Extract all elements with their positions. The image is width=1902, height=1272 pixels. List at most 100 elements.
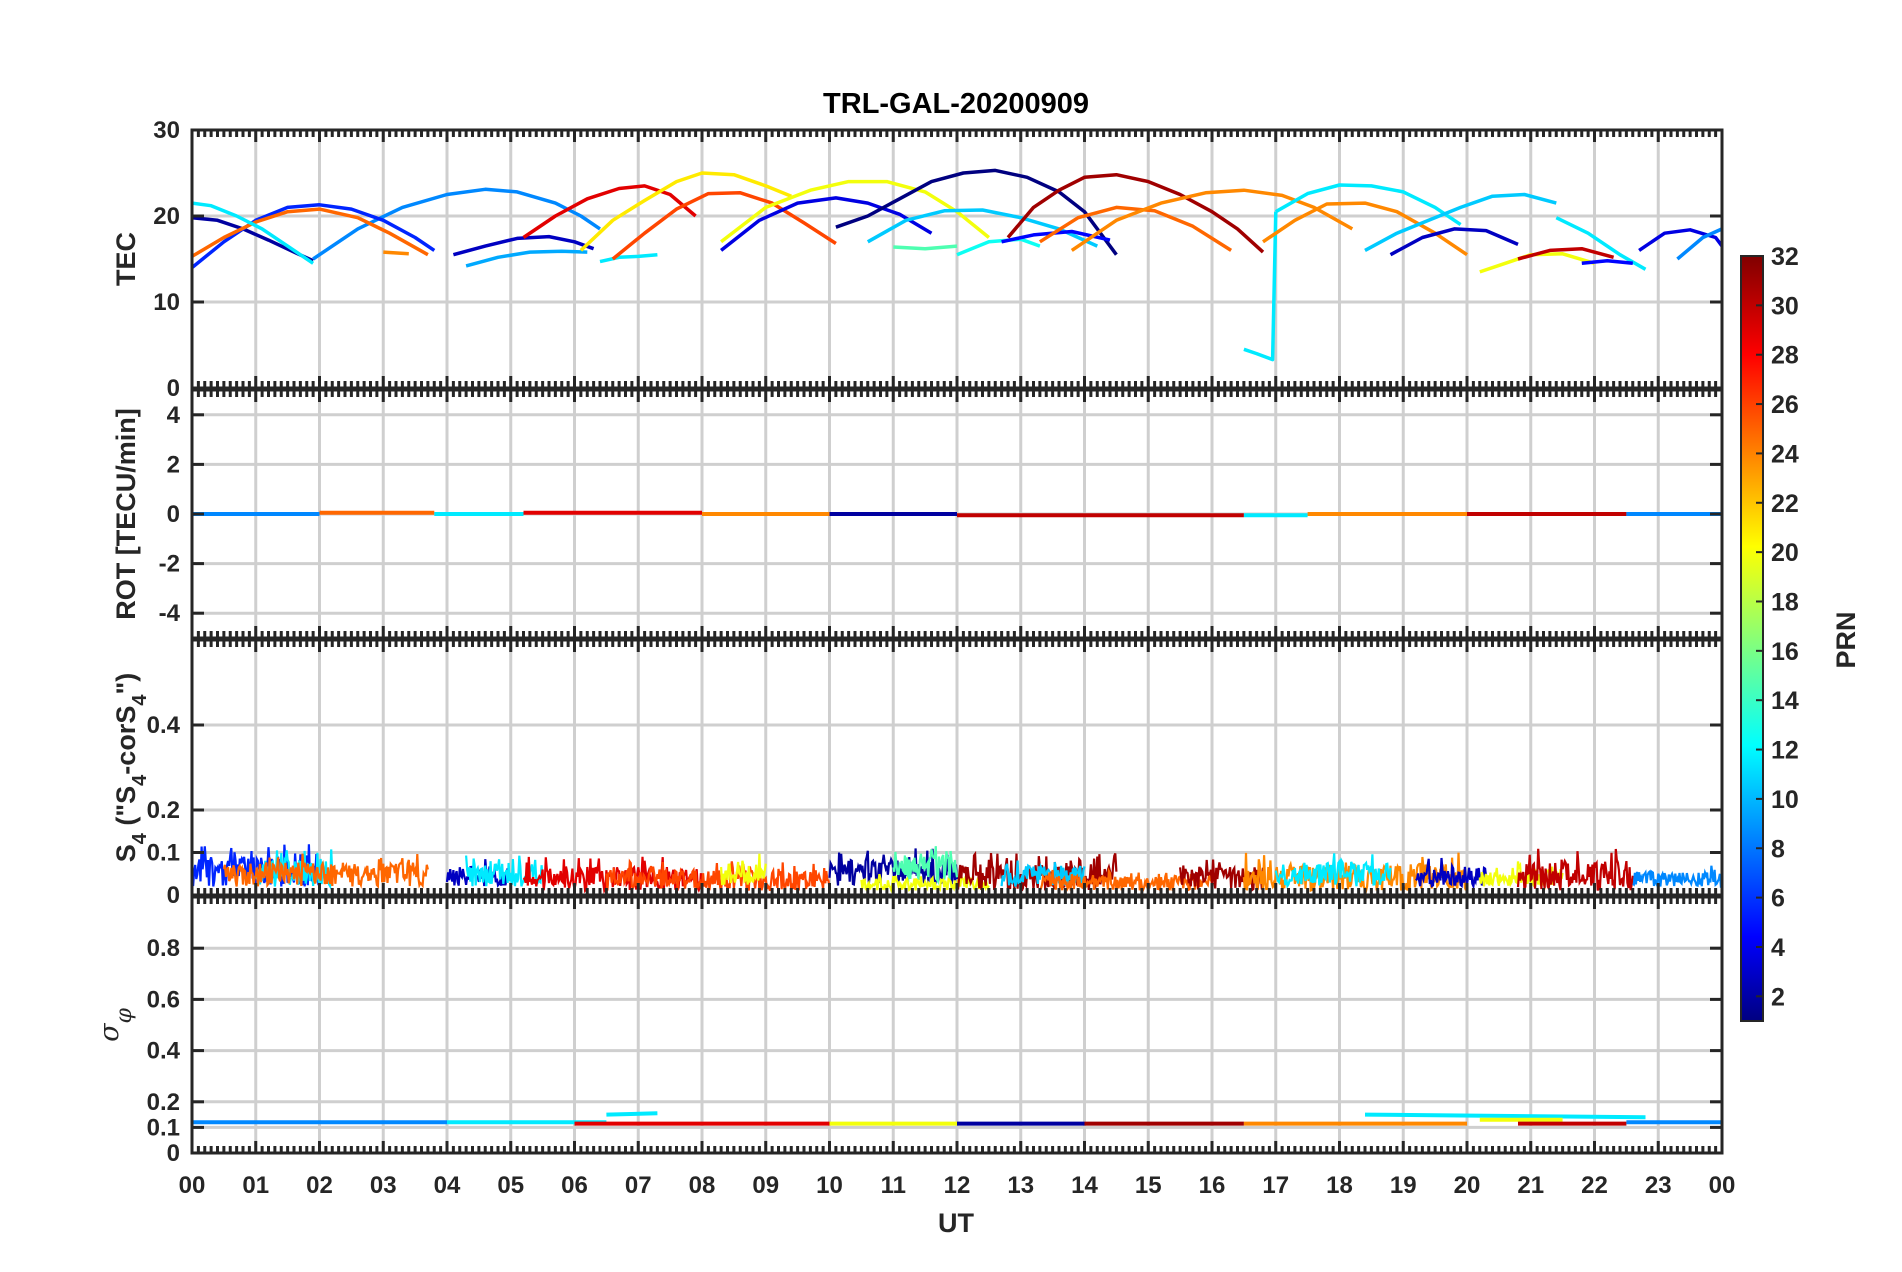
colorbar-tick-label: 12 [1771, 737, 1799, 765]
series-line-prn4 [1638, 228, 1722, 252]
x-tick-label: 00 [179, 1172, 206, 1199]
series-line-prn13 [956, 237, 1041, 257]
x-tick-label: 14 [1071, 1172, 1098, 1199]
x-tick-label: 06 [561, 1172, 588, 1199]
x-tick-label: 20 [1454, 1172, 1481, 1199]
series-line-prn12 [1274, 183, 1462, 227]
colorbar-tick-label: 28 [1771, 342, 1799, 370]
x-tick-label: 18 [1326, 1172, 1353, 1199]
colorbar-tick-label: 22 [1771, 490, 1799, 518]
colorbar-tick-label: 30 [1771, 292, 1799, 320]
colorbar-tick-label: 20 [1771, 539, 1799, 567]
x-tick-label: 11 [881, 1172, 906, 1199]
series-trace-prn31 [1179, 859, 1265, 892]
series-line-prn10 [465, 249, 588, 268]
series-trace-prn12 [1274, 853, 1392, 889]
data-s4 [192, 844, 1722, 895]
series-line-prn4 [720, 196, 933, 252]
y-tick-label: 0.1 [147, 1114, 180, 1141]
y-tick-label: 4 [167, 402, 181, 429]
x-tick-labels: 00 01 02 03 04 05 06 07 08 09 10 11 12 13 14 15 16 17 18 19… [179, 1172, 1736, 1199]
series-line-prn6 [192, 203, 436, 269]
series-trace-prn26 [605, 858, 831, 892]
colorbar-tick-label: 26 [1771, 391, 1799, 419]
y-tick-label: 0 [167, 1140, 180, 1167]
x-tick-label: 22 [1581, 1172, 1608, 1199]
x-tick-label: 01 [242, 1172, 269, 1199]
series-line-prn24 [383, 250, 409, 256]
series-line-prn1 [835, 168, 1118, 256]
y-tick-label: 0 [167, 882, 180, 909]
colorbar-gradient [1740, 255, 1764, 1022]
series-line-prn24 [1070, 188, 1354, 252]
x-tick-label: 13 [1007, 1172, 1034, 1199]
series-line-prn26 [611, 191, 837, 261]
x-tick-label: 00 [1709, 1172, 1736, 1199]
data-tec [192, 168, 1722, 362]
panel-s4: 0 0.1 0.2 0.4S4 ("S4-corS4") [111, 638, 1724, 909]
series-line-prn12 [606, 1111, 658, 1117]
y-axis-label-s4: S4 ("S4-corS4") [111, 673, 151, 863]
series-line-prn9 [1676, 227, 1722, 261]
series-line-prn20 [1479, 252, 1595, 274]
panel-sigma: 00.10.2 0.4 0.6 0.8 σφ [94, 895, 1724, 1167]
series-line-prn5 [1581, 258, 1633, 266]
series-trace-prn9 [1632, 865, 1722, 890]
colorbar-tick-label: 4 [1771, 934, 1785, 962]
colorbar-tick-label: 6 [1771, 885, 1785, 913]
colorbar-tick-label: 8 [1771, 835, 1785, 863]
colorbar-tick-label: 10 [1771, 786, 1799, 814]
colorbar-tick-label: 18 [1771, 588, 1799, 616]
y-tick-label: 20 [153, 203, 180, 230]
x-tick-label: 21 [1517, 1172, 1544, 1199]
series-line-prn3 [1389, 227, 1519, 257]
series-trace-prn30 [1516, 848, 1634, 893]
panel-rot: -4 -2 0 2 4 ROT [TECU/min] [111, 388, 1724, 640]
series-line-prn12 [599, 252, 658, 264]
chart-title: TRL-GAL-20200909 [823, 88, 1089, 120]
x-tick-label: 10 [816, 1172, 843, 1199]
colorbar-tick-label: 32 [1771, 243, 1799, 271]
series-line-prn29 [522, 184, 697, 239]
x-tick-label: 09 [752, 1172, 779, 1199]
series-line-prn30 [1517, 246, 1615, 261]
y-tick-label: 0.4 [147, 1038, 181, 1065]
colorbar-tick-label: 2 [1771, 983, 1785, 1011]
series-line-prn20 [720, 179, 991, 244]
series-line-prn24 [1262, 201, 1468, 257]
y-tick-label: 30 [153, 117, 180, 144]
series-line-prn25 [1038, 205, 1233, 252]
y-tick-label: 0.2 [147, 1089, 180, 1116]
colorbar-label: PRN [1831, 611, 1861, 668]
series-line-prn3 [452, 234, 595, 257]
y-axis-label-sigma: σφ [94, 1007, 137, 1041]
series-trace-prn15 [892, 846, 959, 886]
panel-tec: 0 10 20 30 TEC [111, 117, 1724, 402]
y-tick-label: 0.8 [147, 935, 180, 962]
series-line-prn31 [1006, 172, 1265, 254]
colorbar-tick-label: 24 [1771, 440, 1799, 468]
x-tick-label: 17 [1262, 1172, 1289, 1199]
x-tick-label: 05 [497, 1172, 524, 1199]
x-tick-label: 16 [1199, 1172, 1226, 1199]
x-tick-label: 19 [1390, 1172, 1417, 1199]
series-trace-prn25 [1039, 867, 1214, 894]
x-tick-label: 02 [306, 1172, 333, 1199]
series-line-prn12 [192, 201, 315, 265]
y-tick-label: 0.2 [147, 797, 180, 824]
y-tick-label: 10 [153, 289, 180, 316]
y-tick-label: 0.6 [147, 986, 180, 1013]
series-line-prn25 [192, 207, 429, 258]
y-tick-label: 0 [167, 375, 180, 402]
x-tick-label: 04 [434, 1172, 461, 1199]
x-tick-label: 23 [1645, 1172, 1672, 1199]
series-trace-prn20 [720, 853, 767, 886]
series-line-prn12 [1364, 1112, 1646, 1120]
y-tick-label: 0 [167, 501, 180, 528]
y-tick-label: 0.4 [147, 712, 181, 739]
y-tick-label: -4 [159, 600, 181, 627]
series-line-prn12 [1243, 211, 1278, 362]
series-trace-prn3 [1415, 857, 1488, 891]
